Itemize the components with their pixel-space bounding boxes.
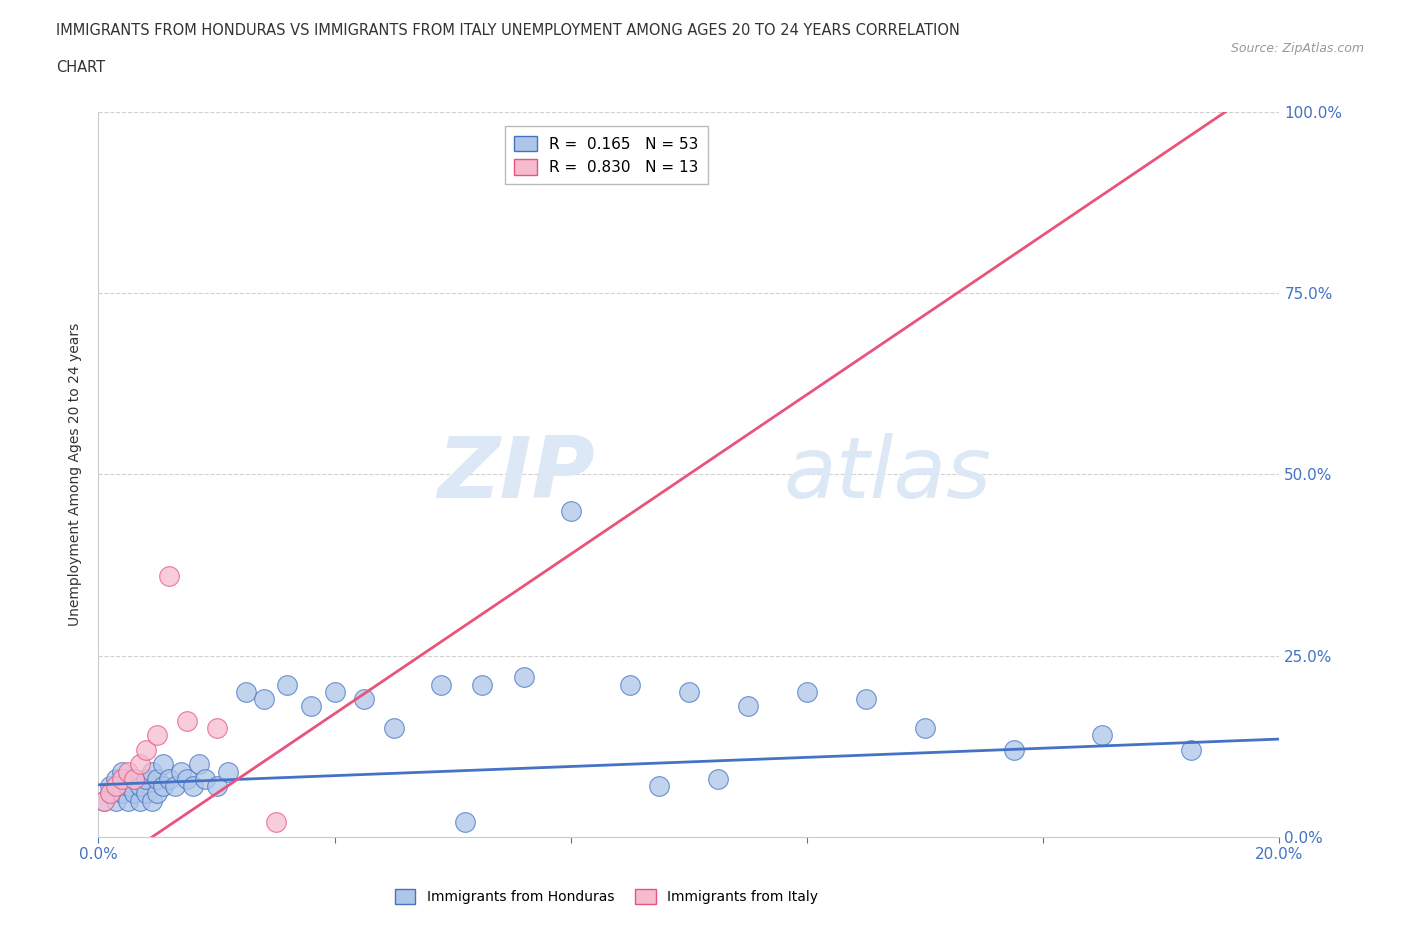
Point — [176, 772, 198, 787]
Point — [194, 772, 217, 787]
Point — [117, 764, 139, 779]
Point — [165, 778, 187, 793]
Point — [205, 778, 228, 793]
Point — [382, 721, 405, 736]
Point — [122, 772, 145, 787]
Text: atlas: atlas — [783, 432, 991, 516]
Text: CHART: CHART — [56, 60, 105, 75]
Text: Source: ZipAtlas.com: Source: ZipAtlas.com — [1230, 42, 1364, 55]
Point — [453, 815, 475, 830]
Point — [105, 778, 128, 793]
Point — [98, 778, 121, 793]
Point — [187, 757, 209, 772]
Point — [128, 757, 150, 772]
Point — [796, 684, 818, 699]
Point — [471, 677, 494, 692]
Point — [299, 699, 322, 714]
Point — [181, 778, 204, 793]
Point — [619, 677, 641, 692]
Text: IMMIGRANTS FROM HONDURAS VS IMMIGRANTS FROM ITALY UNEMPLOYMENT AMONG AGES 20 TO : IMMIGRANTS FROM HONDURAS VS IMMIGRANTS F… — [56, 23, 960, 38]
Point — [157, 772, 180, 787]
Point — [205, 721, 228, 736]
Point — [117, 793, 139, 808]
Point — [141, 764, 163, 779]
Point — [235, 684, 257, 699]
Point — [111, 772, 134, 787]
Point — [111, 786, 134, 801]
Point — [737, 699, 759, 714]
Point — [152, 757, 174, 772]
Point — [264, 815, 287, 830]
Text: ZIP: ZIP — [437, 432, 595, 516]
Point — [105, 772, 128, 787]
Point — [512, 670, 534, 684]
Point — [152, 778, 174, 793]
Point — [146, 786, 169, 801]
Y-axis label: Unemployment Among Ages 20 to 24 years: Unemployment Among Ages 20 to 24 years — [69, 323, 83, 626]
Point — [430, 677, 453, 692]
Point — [648, 778, 671, 793]
Point — [146, 728, 169, 743]
Point — [323, 684, 346, 699]
Point — [678, 684, 700, 699]
Point — [128, 778, 150, 793]
Point — [1180, 742, 1202, 757]
Point — [353, 692, 375, 707]
Point — [253, 692, 276, 707]
Point — [560, 503, 582, 518]
Point — [1002, 742, 1025, 757]
Point — [217, 764, 239, 779]
Point — [117, 778, 139, 793]
Point — [157, 568, 180, 583]
Point — [707, 772, 730, 787]
Point — [122, 786, 145, 801]
Point — [276, 677, 298, 692]
Point — [141, 793, 163, 808]
Point — [135, 742, 157, 757]
Point — [128, 793, 150, 808]
Point — [111, 764, 134, 779]
Point — [93, 793, 115, 808]
Point — [135, 772, 157, 787]
Point — [146, 772, 169, 787]
Point — [855, 692, 877, 707]
Point — [1091, 728, 1114, 743]
Point — [170, 764, 193, 779]
Legend: Immigrants from Honduras, Immigrants from Italy: Immigrants from Honduras, Immigrants fro… — [389, 884, 824, 910]
Point — [914, 721, 936, 736]
Point — [98, 786, 121, 801]
Point — [105, 793, 128, 808]
Point — [135, 786, 157, 801]
Point — [122, 772, 145, 787]
Point — [176, 713, 198, 728]
Point — [98, 786, 121, 801]
Point — [93, 793, 115, 808]
